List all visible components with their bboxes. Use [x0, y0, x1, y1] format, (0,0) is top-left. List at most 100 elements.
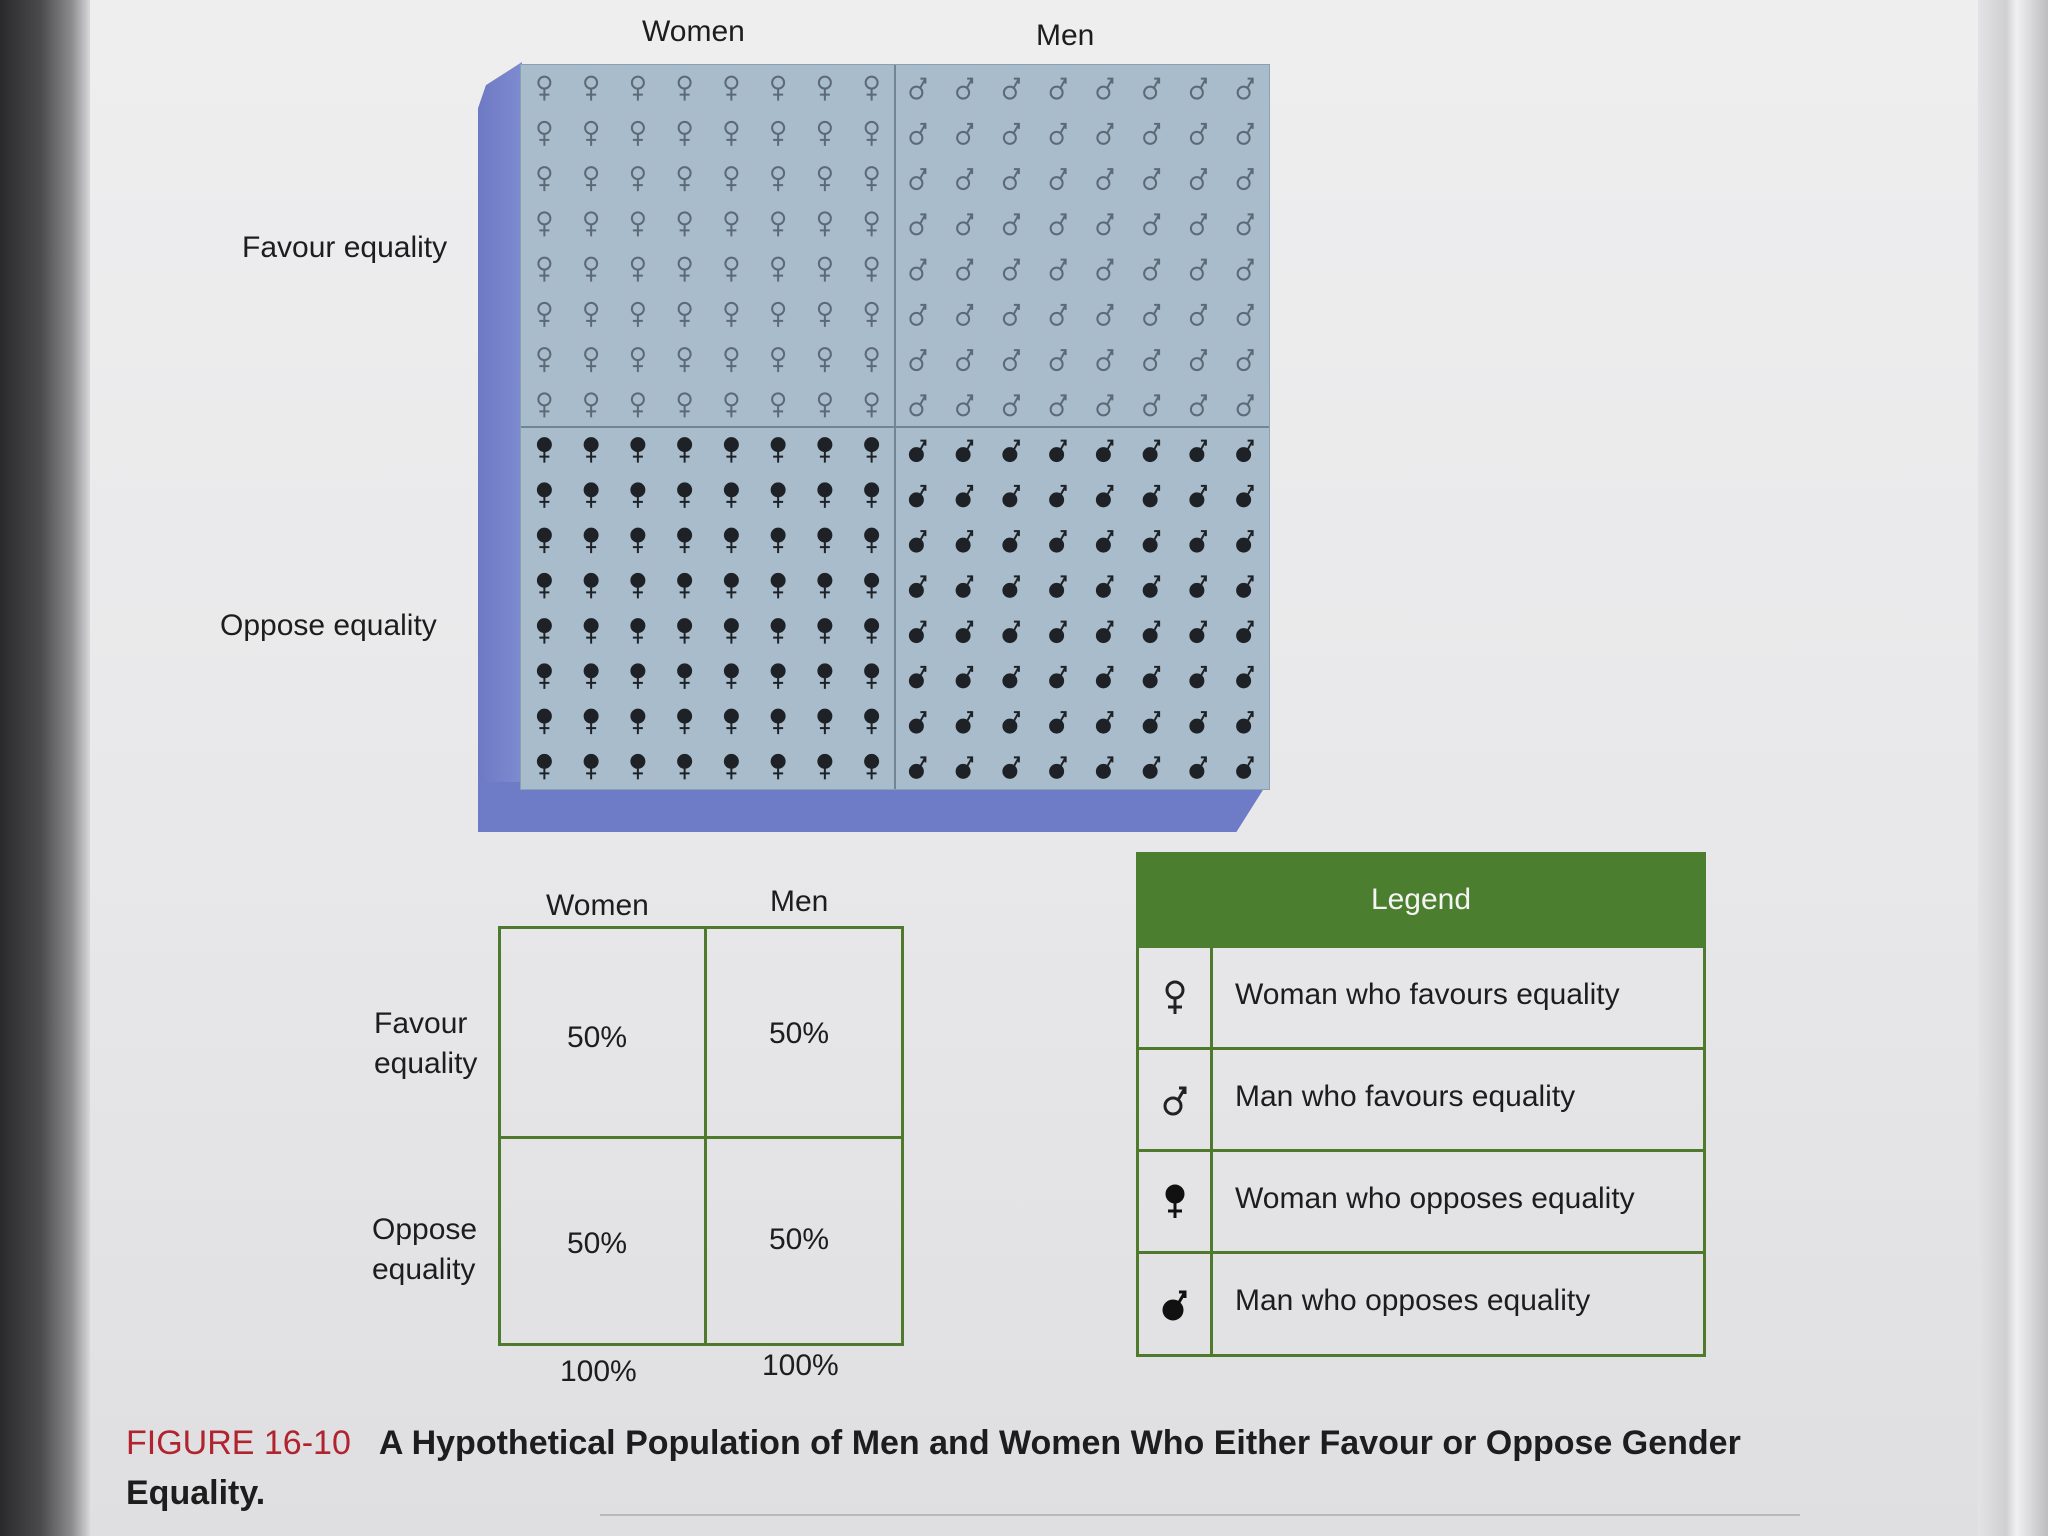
man-opposes-symbol: [1189, 665, 1207, 689]
man-favours-symbol: [1002, 168, 1020, 191]
man-favours-symbol: [1049, 168, 1067, 191]
table-col-total-women: 100%: [560, 1355, 637, 1388]
woman-favours-symbol: [864, 256, 879, 282]
man-opposes-symbol: [1142, 711, 1161, 734]
man-opposes-symbol: [1095, 665, 1114, 689]
man-favours-symbol: [956, 303, 974, 326]
woman-opposes-symbol: [770, 482, 786, 508]
table-col-total-men: 100%: [762, 1349, 839, 1382]
woman-favours-symbol: [864, 301, 879, 327]
man-opposes-symbol: [1142, 575, 1161, 598]
man-opposes-symbol: [1189, 711, 1207, 734]
woman-favours-symbol: [677, 301, 692, 327]
man-favours-symbol: [1189, 349, 1207, 372]
man-favours-symbol: [1189, 213, 1207, 236]
man-opposes-symbol: [1095, 575, 1114, 598]
woman-opposes-symbol: [536, 437, 552, 463]
woman-opposes-symbol: [864, 572, 880, 599]
grid-cube-bottom: [478, 782, 1268, 832]
woman-opposes-symbol: [864, 708, 880, 735]
man-favours-symbol: [1189, 122, 1207, 145]
man-opposes-symbol: [908, 620, 927, 644]
table-cell: 50%: [769, 1017, 830, 1050]
man-opposes-symbol: [1142, 620, 1161, 644]
woman-opposes-symbol: [630, 572, 646, 599]
woman-favours-symbol: [630, 120, 645, 146]
man-opposes-symbol: [1142, 756, 1161, 779]
man-opposes-symbol: [955, 620, 974, 644]
woman-opposes-symbol: [864, 663, 880, 689]
man-opposes-symbol: [1236, 620, 1254, 644]
woman-favours-symbol: [864, 347, 879, 373]
woman-opposes-symbol: [817, 663, 833, 689]
man-favours-symbol: [956, 122, 974, 145]
woman-favours-symbol: [817, 75, 832, 101]
woman-favours-symbol: [537, 392, 552, 418]
woman-opposes-symbol: [583, 482, 599, 508]
woman-opposes-symbol: [677, 663, 693, 689]
woman-opposes-symbol: [677, 708, 693, 735]
man-favours-symbol: [909, 349, 927, 372]
woman-favours-symbol: [630, 301, 645, 327]
man-opposes-symbol: [1002, 665, 1020, 689]
man-favours-symbol: [909, 303, 927, 326]
legend-label: Woman who opposes equality: [1235, 1182, 1635, 1215]
woman-favours-symbol: [677, 347, 692, 373]
legend-item-man-favours: Man who favours equality: [1139, 1050, 1703, 1152]
man-opposes-symbol: [1189, 620, 1207, 644]
woman-favours-symbol: [630, 166, 645, 192]
grid-cube-side: [478, 62, 522, 832]
book-spine-shadow: [0, 0, 90, 1536]
man-favours-symbol: [956, 77, 974, 100]
woman-opposes-symbol: [864, 437, 880, 463]
man-favours-symbol: [909, 394, 927, 417]
man-opposes-symbol: [1189, 484, 1207, 508]
woman-favours-symbol: [817, 120, 832, 146]
legend-item-man-opposes: Man who opposes equality: [1139, 1254, 1703, 1356]
male-symbol-icon: [1163, 1086, 1187, 1116]
man-opposes-symbol: [1189, 530, 1207, 553]
man-favours-symbol: [1143, 349, 1161, 372]
woman-favours-symbol: [677, 211, 692, 237]
man-favours-symbol: [1002, 122, 1020, 145]
woman-opposes-symbol: [583, 618, 599, 644]
woman-opposes-symbol: [864, 618, 880, 644]
woman-opposes-symbol: [583, 708, 599, 735]
man-favours-symbol: [1189, 77, 1207, 100]
woman-opposes-symbol: [770, 437, 786, 463]
woman-opposes-symbol: [536, 572, 552, 599]
woman-opposes-symbol: [770, 572, 786, 599]
man-opposes-symbol: [955, 484, 974, 508]
woman-favours-symbol: [537, 347, 552, 373]
man-opposes-symbol: [1189, 439, 1207, 463]
woman-opposes-symbol: [630, 482, 646, 508]
man-opposes-symbol: [1002, 575, 1020, 598]
man-opposes-symbol: [908, 439, 927, 463]
man-opposes-symbol: [1236, 711, 1254, 734]
male-filled-symbol-icon: [1162, 1290, 1187, 1321]
woman-favours-symbol: [724, 211, 739, 237]
man-favours-symbol: [1096, 77, 1114, 100]
man-opposes-symbol: [1095, 620, 1114, 644]
man-favours-symbol: [956, 258, 974, 281]
woman-favours-symbol: [630, 256, 645, 282]
woman-favours-symbol: [537, 75, 552, 101]
woman-favours-symbol: [677, 392, 692, 418]
figure-caption-text: A Hypothetical Population of Men and Wom…: [126, 1424, 1741, 1512]
woman-opposes-symbol: [536, 527, 552, 554]
man-opposes-symbol: [1095, 530, 1114, 553]
female-symbol-icon: [1165, 980, 1185, 1014]
man-opposes-symbol: [1142, 530, 1161, 553]
woman-favours-symbol: [724, 75, 739, 101]
woman-opposes-symbol: [817, 527, 833, 554]
woman-opposes-symbol: [723, 753, 739, 780]
table-divider-horizontal: [501, 1136, 901, 1139]
woman-favours-symbol: [677, 120, 692, 146]
woman-favours-symbol: [864, 211, 879, 237]
man-opposes-symbol: [1002, 711, 1020, 734]
man-favours-symbol: [909, 258, 927, 281]
woman-favours-symbol: [864, 392, 879, 418]
woman-opposes-symbol: [677, 572, 693, 599]
pictogram-grid: [520, 64, 1270, 790]
man-favours-symbol: [1236, 77, 1254, 100]
